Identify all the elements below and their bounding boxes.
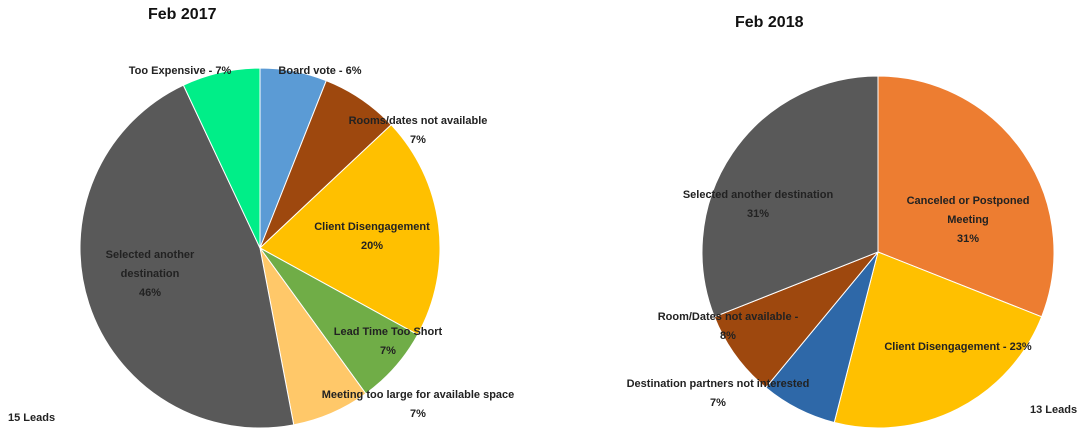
slice-label: Destination partners not interested 7% xyxy=(588,375,848,413)
pie-slice xyxy=(259,124,441,336)
slice-category: Room/Dates not available - xyxy=(657,311,799,323)
slice-label: Canceled or Postponed Meeting 31% xyxy=(893,192,1043,249)
slice-value: 7% xyxy=(710,397,726,409)
slice-value: 31% xyxy=(746,208,770,220)
pie-slice xyxy=(713,251,879,389)
slice-category: Client Disengagement xyxy=(314,221,430,233)
leads-note: 13 Leads xyxy=(1030,404,1078,416)
slice-label: Client Disengagement 20% xyxy=(272,218,472,256)
pie-slice xyxy=(79,84,295,429)
slice-category: Lead Time Too Short xyxy=(333,326,443,338)
slice-label: Rooms/dates not available 7% xyxy=(308,112,528,150)
slice-label: Too Expensive - 7% xyxy=(100,62,260,81)
slice-category: Selected another destination xyxy=(105,249,195,280)
slice-label: Selected another destination 46% xyxy=(90,246,210,303)
slice-value: 7% xyxy=(410,408,426,420)
chart-title: Feb 2018 xyxy=(735,14,804,31)
slice-category: Selected another destination xyxy=(682,189,834,201)
pie-slice xyxy=(877,75,1055,318)
leads-note: 15 Leads xyxy=(8,412,56,424)
slice-value: 7% xyxy=(380,345,396,357)
slice-category: Board vote - 6% xyxy=(278,65,362,77)
slice-value: 31% xyxy=(956,233,980,245)
slice-label: Selected another destination 31% xyxy=(648,186,868,224)
pie-slice xyxy=(833,251,1043,429)
slice-value: 46% xyxy=(138,287,162,299)
slice-label: Lead Time Too Short 7% xyxy=(308,323,468,361)
slice-category: Rooms/dates not available xyxy=(348,115,488,127)
chart-title: Feb 2017 xyxy=(148,6,217,23)
slice-label: Room/Dates not available - 8% xyxy=(618,308,838,346)
slice-label: Meeting too large for available space 7% xyxy=(288,386,548,424)
slice-category: Destination partners not interested xyxy=(626,378,810,390)
slice-value: 20% xyxy=(360,240,384,252)
slice-category: Too Expensive - 7% xyxy=(128,65,232,77)
pie-slice xyxy=(182,67,261,249)
slice-category: Canceled or Postponed Meeting xyxy=(906,195,1030,226)
slice-value: 7% xyxy=(410,134,426,146)
slice-label: Board vote - 6% xyxy=(240,62,400,81)
slice-category: Meeting too large for available space xyxy=(321,389,515,401)
pie-slice xyxy=(701,75,879,318)
slice-category: Client Disengagement - 23% xyxy=(884,341,1032,353)
slice-label: Client Disengagement - 23% xyxy=(858,338,1058,357)
slice-value: 8% xyxy=(720,330,736,342)
